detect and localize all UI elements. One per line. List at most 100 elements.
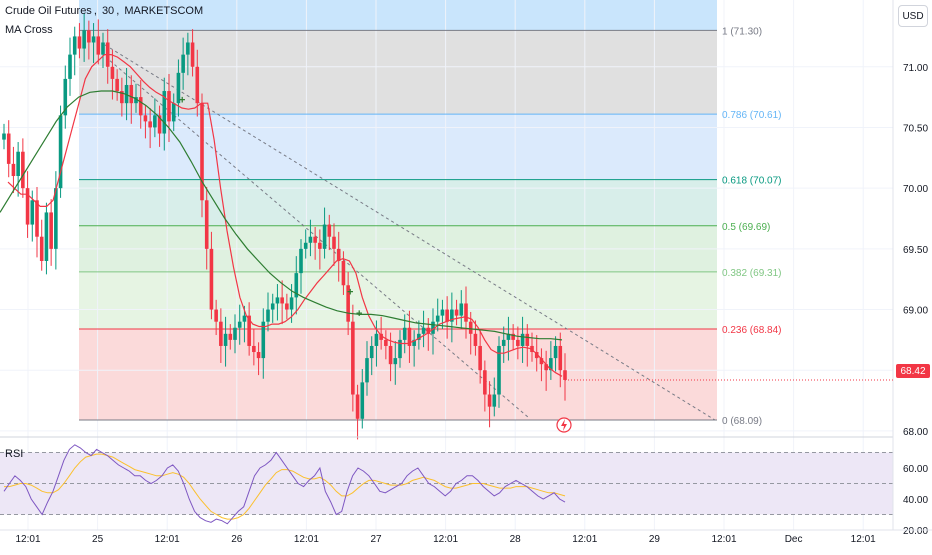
fib-level-label: 0.786 (70.61) <box>722 110 782 121</box>
candle-body <box>223 333 228 346</box>
candle-body <box>176 72 181 104</box>
fib-level-label: 0 (68.09) <box>722 416 762 427</box>
candle-body <box>464 303 468 322</box>
candle-body <box>162 91 167 134</box>
candle-body <box>124 84 129 104</box>
fib-zone <box>79 328 717 421</box>
candle-body <box>421 327 426 334</box>
candle-body <box>228 333 233 340</box>
symbol-title[interactable]: Crude Oil Futures, 30, MARKETSCOM <box>5 5 205 17</box>
fib-zone <box>79 30 717 115</box>
candle-body <box>303 242 308 249</box>
time-tick-label: 12:01 <box>572 534 597 545</box>
currency-button[interactable]: USD <box>898 5 928 27</box>
candle-body <box>431 321 435 334</box>
candle-body <box>11 163 16 177</box>
time-tick-label: 25 <box>92 534 104 545</box>
candle-body <box>294 273 299 298</box>
candle-body <box>209 248 214 310</box>
time-tick-label: 12:01 <box>851 534 876 545</box>
candle-body <box>247 315 251 346</box>
interval: 30 <box>101 5 115 17</box>
candle-body <box>355 394 360 419</box>
fib-level-label: 1 (71.30) <box>722 26 762 37</box>
price-tick-label: 70.50 <box>903 123 928 134</box>
candle-body <box>171 103 176 122</box>
time-tick-label: 26 <box>231 534 243 545</box>
fib-zones <box>79 0 717 421</box>
candle-body <box>157 115 162 134</box>
candles <box>2 13 567 440</box>
candle-body <box>374 333 379 346</box>
candle-body <box>153 115 157 128</box>
moving-averages: +++ <box>0 53 563 377</box>
fib-zone-top <box>79 0 717 31</box>
candle-body <box>35 200 39 237</box>
candle-body <box>77 36 82 49</box>
candle-body <box>473 333 478 346</box>
candle-body <box>445 309 449 322</box>
candle-body <box>402 327 407 340</box>
candle-body <box>129 84 134 104</box>
candle-body <box>530 345 534 353</box>
candle-body <box>275 297 280 304</box>
candle-body <box>63 78 68 116</box>
candle-body <box>369 345 374 359</box>
candle-body <box>280 297 284 304</box>
candle-body <box>299 248 303 274</box>
candle-body <box>6 133 11 164</box>
candle-body <box>492 394 497 407</box>
time-tick-label: 27 <box>370 534 382 545</box>
lightning-bolt <box>561 419 567 431</box>
candle-body <box>511 333 515 340</box>
candle-body <box>483 370 487 395</box>
candle-body <box>563 370 567 380</box>
candle-body <box>214 309 218 322</box>
price-tick-label: 71.00 <box>903 63 928 74</box>
candle-body <box>308 236 313 243</box>
candle-body <box>332 236 336 249</box>
candle-body <box>322 224 327 249</box>
price-tick-label: 70.00 <box>903 184 928 195</box>
rsi-tick-label: 20.00 <box>903 526 928 537</box>
candle-body <box>379 333 383 340</box>
time-axis: 12:01 25 12:01 26 12:01 27 12:01 28 12:01 29 12:01… <box>0 529 932 545</box>
candle-body <box>21 151 25 189</box>
fib-level-label: 0.382 (69.31) <box>722 268 782 279</box>
candle-body <box>539 358 544 365</box>
candle-body <box>346 285 350 322</box>
candle-body <box>190 42 195 67</box>
chart-icons <box>556 417 572 433</box>
candle-body <box>393 358 398 365</box>
candle-body <box>501 339 506 346</box>
candle-body <box>553 345 558 359</box>
candle-body <box>2 133 6 140</box>
candle-body <box>49 212 53 249</box>
ma-fast-line <box>7 53 563 377</box>
candle-body <box>256 352 261 359</box>
rsi-label[interactable]: RSI <box>5 448 24 460</box>
candle-body <box>148 121 152 128</box>
candle-body <box>96 36 101 55</box>
candle-body <box>327 224 332 237</box>
candle-body <box>266 309 270 322</box>
candle-body <box>544 364 548 371</box>
lightning-icon[interactable] <box>556 417 572 433</box>
price-tick-label: 68.00 <box>903 427 928 438</box>
candle-body <box>459 303 464 316</box>
candle-body <box>25 188 30 225</box>
candle-body <box>407 327 412 346</box>
candle-body <box>435 315 440 322</box>
candle-body <box>341 260 346 286</box>
price-tick-label: 69.50 <box>903 245 928 256</box>
candle-body <box>534 352 539 359</box>
ma-cross-marker: + <box>347 286 353 298</box>
fib-zone <box>79 271 717 329</box>
time-tick-label: 29 <box>649 534 661 545</box>
trend-line <box>109 60 531 420</box>
candle-body <box>204 200 209 249</box>
indicator-label[interactable]: MA Cross <box>5 24 53 36</box>
candle-body <box>351 321 355 395</box>
